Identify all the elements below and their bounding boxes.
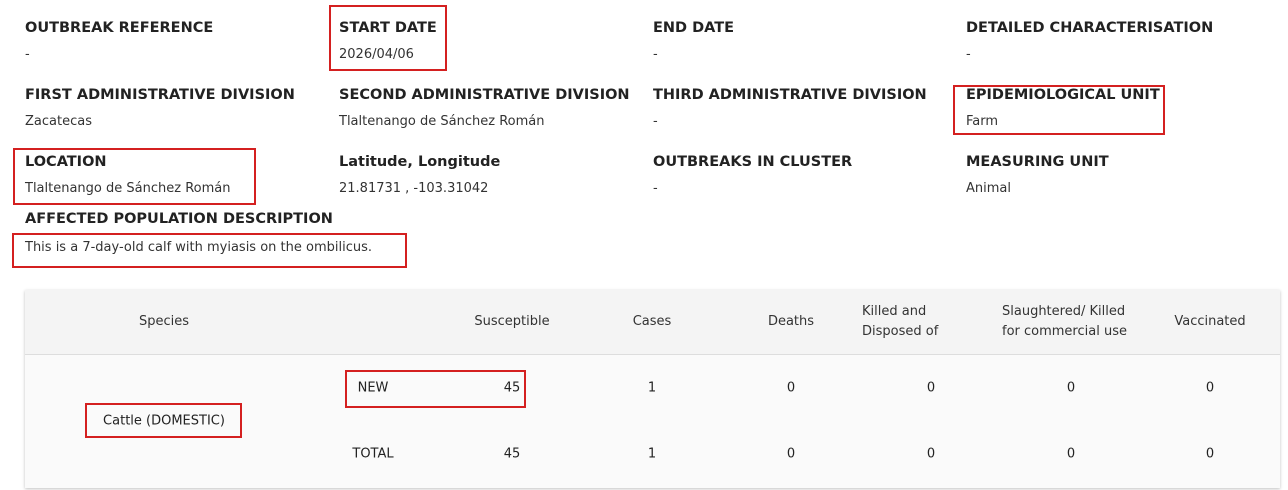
column-header: Deaths [767, 314, 815, 329]
highlight [953, 85, 1165, 135]
field-value: Tlaltenango de Sánchez Román [339, 114, 545, 129]
column-header: Species [138, 314, 190, 329]
field-value: - [653, 181, 658, 196]
highlight [345, 370, 526, 408]
field-label: Latitude, Longitude [339, 154, 501, 170]
cell-value: 0 [786, 446, 796, 462]
highlight [329, 5, 447, 71]
cell-value: 0 [926, 380, 936, 396]
field-value: Animal [966, 181, 1011, 196]
field-value: - [653, 114, 658, 129]
column-header: Cases [632, 314, 672, 329]
species-table: Species Susceptible Cases Deaths Killed and … [25, 290, 1280, 488]
highlight [85, 403, 242, 438]
cell-value: 1 [647, 380, 657, 396]
field-label: FIRST ADMINISTRATIVE DIVISION [25, 87, 295, 103]
highlight [13, 148, 256, 205]
cell-value: 0 [926, 446, 936, 462]
cell-value: 1 [647, 446, 657, 462]
field-label: END DATE [653, 20, 735, 36]
field-value: Farm [966, 114, 999, 129]
column-header: Susceptible [474, 314, 550, 329]
field-label: OUTBREAK REFERENCE [25, 20, 214, 36]
cell-value: 0 [1066, 446, 1076, 462]
species-name: Cattle (DOMESTIC) [103, 413, 225, 429]
field-label: THIRD ADMINISTRATIVE DIVISION [653, 87, 927, 103]
cell-value: 0 [1205, 446, 1215, 462]
field-value: Zacatecas [25, 114, 92, 129]
field-label: EPIDEMIOLOGICAL UNIT [966, 87, 1160, 103]
field-label: DETAILED CHARACTERISATION [966, 20, 1214, 36]
field-label: START DATE [339, 20, 437, 36]
highlight [12, 233, 407, 268]
table-header: Species Susceptible Cases Deaths Killed and … [25, 290, 1280, 355]
cell-value: 0 [1066, 380, 1076, 396]
field-value: - [966, 47, 971, 62]
column-header: Vaccinated [1174, 314, 1246, 329]
field-label: SECOND ADMINISTRATIVE DIVISION [339, 87, 630, 103]
field-value: This is a 7-day-old calf with myiasis on… [25, 240, 373, 255]
field-value: Tlaltenango de Sánchez Román [25, 181, 231, 196]
field-value: - [25, 47, 30, 62]
field-label: LOCATION [25, 154, 107, 170]
field-value: - [653, 47, 658, 62]
field-value: 21.81731 , -103.31042 [339, 181, 489, 196]
cell-value: 45 [503, 380, 521, 396]
cell-value: 45 [503, 446, 521, 462]
field-label: AFFECTED POPULATION DESCRIPTION [25, 211, 333, 227]
row-label: NEW [357, 380, 389, 396]
column-header: Killed and Disposed of [862, 304, 939, 339]
cell-value: 0 [1205, 380, 1215, 396]
field-label: OUTBREAKS IN CLUSTER [653, 154, 853, 170]
field-label: MEASURING UNIT [966, 154, 1109, 170]
column-header: Slaughtered/ Killed for commercial use [1002, 304, 1127, 339]
field-value: 2026/04/06 [339, 47, 414, 62]
cell-value: 0 [786, 380, 796, 396]
row-label: TOTAL [352, 446, 394, 462]
